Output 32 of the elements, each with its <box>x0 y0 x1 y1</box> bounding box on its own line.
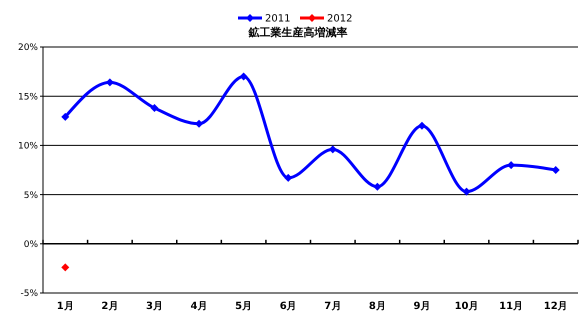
x-tick-label: 7月 <box>324 301 342 312</box>
y-tick-label: 10% <box>18 142 38 152</box>
point <box>418 122 426 130</box>
x-tick-label: 1月 <box>56 301 74 312</box>
point <box>373 182 382 191</box>
x-tick-label: 8月 <box>368 301 386 312</box>
y-tick-label: 0% <box>24 240 38 250</box>
point <box>240 72 248 81</box>
x-tick-label: 11月 <box>499 301 524 312</box>
y-tick-label: -5% <box>20 289 38 300</box>
y-tick-label: 15% <box>18 92 38 102</box>
point <box>61 263 70 272</box>
point <box>106 78 114 86</box>
x-tick-label: 5月 <box>235 301 252 312</box>
point <box>195 120 204 128</box>
x-tick-label: 3月 <box>146 301 163 312</box>
point <box>462 188 471 196</box>
point <box>150 104 158 112</box>
x-tick-label: 10月 <box>454 301 479 312</box>
point <box>552 166 560 174</box>
chart-title: 鉱工業生産高増減率 <box>248 26 348 39</box>
x-tick-label: 12月 <box>544 301 568 312</box>
legend-label: 2012 <box>327 14 352 24</box>
y-tick-label: 5% <box>24 190 38 201</box>
x-tick-label: 9月 <box>413 301 430 312</box>
legend-label: 2011 <box>265 14 290 24</box>
point <box>328 145 337 154</box>
y-tick-label: 20% <box>18 43 38 54</box>
x-tick-label: 6月 <box>280 301 297 312</box>
x-tick-label: 2月 <box>101 301 118 312</box>
x-tick-label: 4月 <box>190 301 208 312</box>
point <box>61 112 70 121</box>
